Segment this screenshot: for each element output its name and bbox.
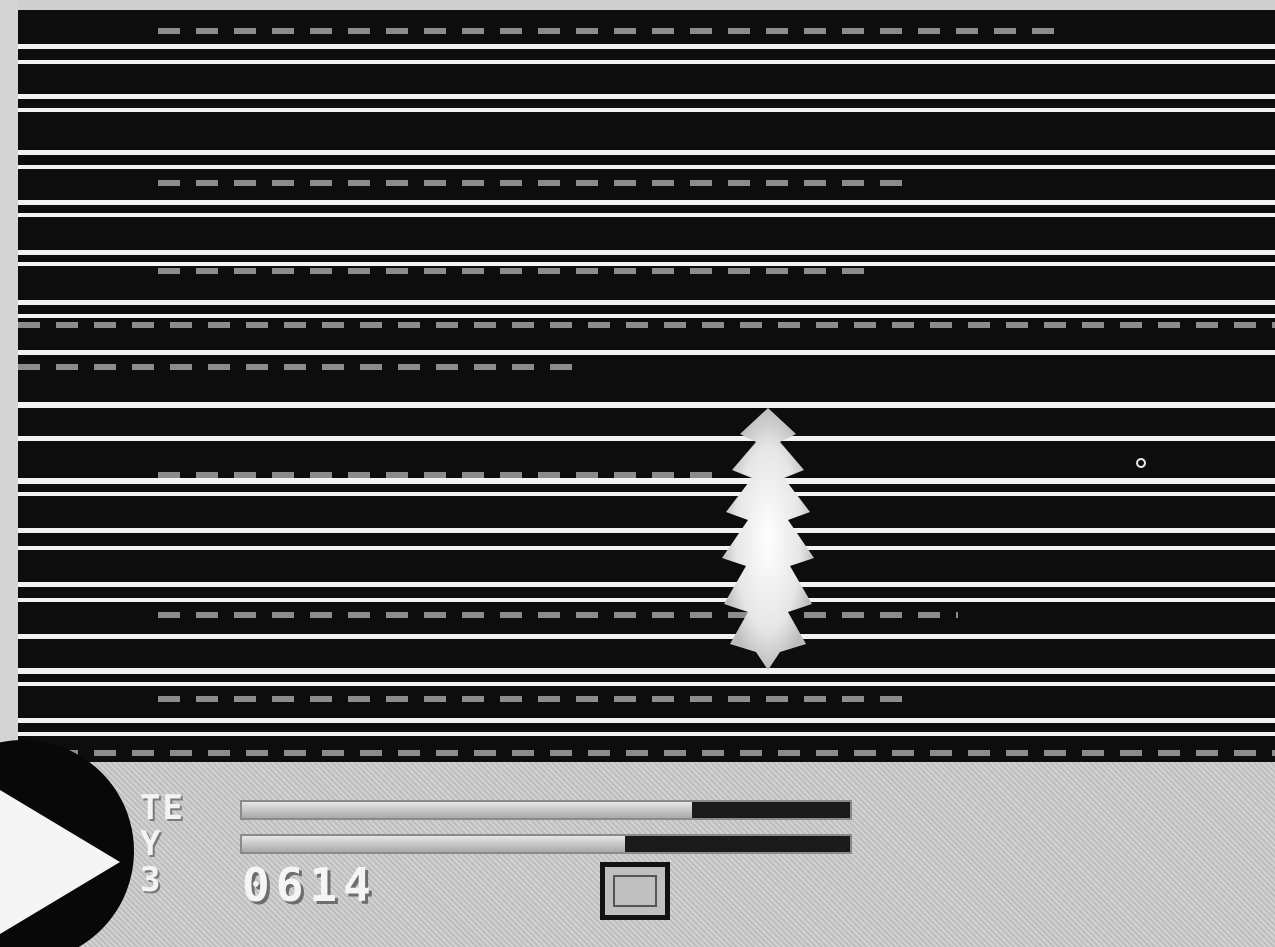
scanline-stripe — [18, 546, 1275, 550]
scanline-stripe — [18, 528, 1275, 533]
shield-bar — [240, 834, 852, 854]
score-counter: 0614 — [242, 858, 377, 912]
scanline-stripe — [18, 314, 1275, 318]
enemy-speck — [1136, 458, 1146, 468]
scanline-stripe — [18, 94, 1275, 99]
energy-bar-fill — [242, 802, 692, 818]
scanline-stripe — [18, 436, 1275, 441]
scanline-stripe — [18, 598, 1275, 602]
dashed-lane — [18, 750, 1275, 756]
scanline-stripe — [18, 300, 1275, 305]
play-arrow-icon — [0, 790, 120, 934]
scanline-stripe — [18, 250, 1275, 255]
scanline-stripe — [18, 582, 1275, 587]
scanline-stripe — [18, 492, 1275, 496]
item-slot — [613, 875, 657, 907]
scanline-stripe — [18, 402, 1275, 408]
scanline-stripe — [18, 668, 1275, 674]
scanline-stripe — [18, 718, 1275, 723]
shield-bar-fill — [242, 836, 626, 852]
dashed-lane — [158, 180, 918, 186]
scanline-stripe — [18, 478, 1275, 484]
scanline-stripe — [18, 732, 1275, 736]
dashed-lane — [158, 268, 878, 274]
scanline-stripe — [18, 108, 1275, 112]
dashed-lane — [158, 696, 918, 702]
playfield — [18, 10, 1275, 762]
hud-label-1: TE — [140, 788, 185, 828]
scanline-stripe — [18, 213, 1275, 217]
scanline-stripe — [18, 165, 1275, 169]
scanline-stripe — [18, 60, 1275, 64]
scanline-stripe — [18, 150, 1275, 155]
scanline-stripe — [18, 350, 1275, 355]
energy-bar — [240, 800, 852, 820]
dashed-lane — [158, 472, 718, 478]
scanline-stripe — [18, 682, 1275, 686]
scanline-stripe — [18, 200, 1275, 205]
dashed-lane — [18, 364, 578, 370]
item-box-icon — [600, 862, 670, 920]
scanline-stripe — [18, 44, 1275, 49]
dashed-lane — [158, 612, 958, 618]
hud-label-3: 3 — [140, 860, 163, 900]
playfield-border — [0, 0, 18, 760]
player-ship-icon — [722, 408, 814, 670]
dashed-lane — [158, 28, 1058, 34]
dashed-lane — [18, 322, 1275, 328]
hud-label-2: Y — [140, 824, 163, 864]
scanline-stripe — [18, 262, 1275, 266]
scanline-stripe — [18, 634, 1275, 639]
